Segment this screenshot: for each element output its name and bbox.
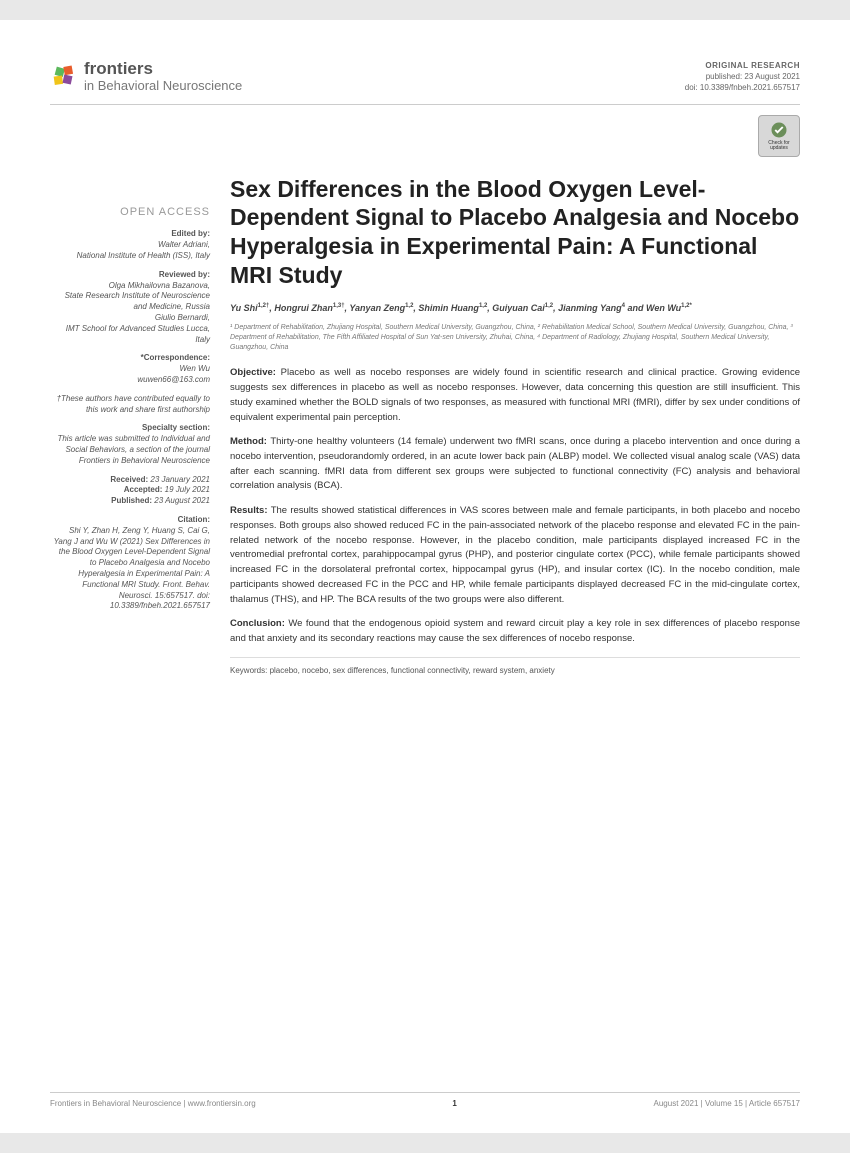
frontiers-logo-icon: [50, 62, 78, 90]
affiliations: ¹ Department of Rehabilitation, Zhujiang…: [230, 323, 800, 352]
authors-list: Yu Shi1,2†, Hongrui Zhan1,3†, Yanyan Zen…: [230, 302, 800, 316]
page-footer: Frontiers in Behavioral Neuroscience | w…: [50, 1092, 800, 1108]
accepted-date: 19 July 2021: [162, 485, 210, 494]
article-content: Sex Differences in the Blood Oxygen Leve…: [230, 175, 800, 1103]
edited-by-label: Edited by:: [50, 229, 210, 240]
published-label: Published:: [111, 496, 152, 505]
keywords: Keywords: placebo, nocebo, sex differenc…: [230, 657, 800, 675]
doi-text: doi: 10.3389/fnbeh.2021.657517: [685, 82, 800, 93]
footer-right: August 2021 | Volume 15 | Article 657517: [654, 1099, 800, 1108]
correspondence-name: Wen Wu: [50, 364, 210, 375]
received-label: Received:: [110, 475, 148, 484]
citation-label: Citation:: [50, 515, 210, 526]
reviewer2-aff: IMT School for Advanced Studies Lucca, I…: [50, 324, 210, 346]
page: frontiers in Behavioral Neuroscience ORI…: [0, 20, 850, 1133]
published-date: 23 August 2021: [152, 496, 210, 505]
correspondence-email: wuwen66@163.com: [50, 375, 210, 386]
footer-left: Frontiers in Behavioral Neuroscience | w…: [50, 1099, 256, 1108]
equal-contribution-note: †These authors have contributed equally …: [50, 394, 210, 416]
check-updates-badge[interactable]: Check for updates: [758, 115, 800, 157]
abstract-conclusion: Conclusion: We found that the endogenous…: [230, 617, 800, 646]
reviewer1-name: Olga Mikhailovna Bazanova,: [50, 281, 210, 292]
citation-text: Shi Y, Zhan H, Zeng Y, Huang S, Cai G, Y…: [50, 526, 210, 612]
abstract-results: Results: The results showed statistical …: [230, 504, 800, 607]
received-date: 23 January 2021: [148, 475, 210, 484]
logo-sub-text: in Behavioral Neuroscience: [84, 79, 242, 93]
abstract-objective: Objective: Placebo as well as nocebo res…: [230, 366, 800, 425]
page-header: frontiers in Behavioral Neuroscience ORI…: [50, 60, 800, 105]
open-access-label: OPEN ACCESS: [50, 205, 210, 220]
crossmark-icon: [770, 121, 788, 139]
publish-date: published: 23 August 2021: [685, 71, 800, 82]
page-number: 1: [452, 1099, 456, 1108]
reviewed-by-label: Reviewed by:: [50, 270, 210, 281]
journal-logo: frontiers in Behavioral Neuroscience: [50, 60, 242, 93]
editor-name: Walter Adriani,: [50, 240, 210, 251]
correspondence-label: *Correspondence:: [50, 353, 210, 364]
abstract: Objective: Placebo as well as nocebo res…: [230, 366, 800, 646]
specialty-text: This article was submitted to Individual…: [50, 434, 210, 466]
accepted-label: Accepted:: [124, 485, 163, 494]
check-updates-label: Check for updates: [759, 141, 799, 152]
sidebar: OPEN ACCESS Edited by: Walter Adriani, N…: [50, 175, 210, 1103]
abstract-method: Method: Thirty-one healthy volunteers (1…: [230, 435, 800, 494]
specialty-label: Specialty section:: [50, 423, 210, 434]
logo-main-text: frontiers: [84, 60, 242, 79]
article-type: ORIGINAL RESEARCH: [685, 60, 800, 71]
reviewer2-name: Giulio Bernardi,: [50, 313, 210, 324]
publication-info: ORIGINAL RESEARCH published: 23 August 2…: [685, 60, 800, 94]
article-title: Sex Differences in the Blood Oxygen Leve…: [230, 175, 800, 290]
main-content: OPEN ACCESS Edited by: Walter Adriani, N…: [50, 175, 800, 1103]
dates-block: Received: 23 January 2021 Accepted: 19 J…: [50, 475, 210, 507]
editor-aff: National Institute of Health (ISS), Ital…: [50, 251, 210, 262]
reviewer1-aff: State Research Institute of Neuroscience…: [50, 291, 210, 313]
